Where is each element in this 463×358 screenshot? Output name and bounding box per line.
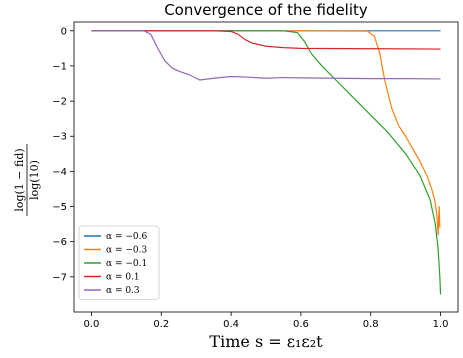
series-line-2 <box>91 30 442 295</box>
legend: α = −0.6 α = −0.3 α = −0.1 α = 0.1 α = 0.3 <box>78 225 160 300</box>
legend-box <box>78 225 160 300</box>
x-axis-label: Time s = ε₁ε₂t <box>209 332 323 351</box>
legend-label-4: α = 0.3 <box>106 286 140 296</box>
y-axis-label-denominator: log(10) <box>28 160 41 200</box>
chart-title: Convergence of the fidelity <box>164 1 368 19</box>
series-line-1 <box>91 30 441 236</box>
y-axis-label-numerator: log(1 − fid) <box>13 148 26 211</box>
legend-label-2: α = −0.1 <box>106 259 147 269</box>
y-tick-label: −2 <box>52 97 67 108</box>
x-tick-label: 0.2 <box>153 319 169 330</box>
y-tick-label: 0 <box>61 26 67 37</box>
plot-area <box>91 30 442 295</box>
series-line-3 <box>91 30 441 50</box>
axes-frame <box>73 21 459 313</box>
y-tick-label: −4 <box>52 167 67 178</box>
y-tick-label: −7 <box>52 272 67 283</box>
legend-label-0: α = −0.6 <box>106 232 147 242</box>
y-tick-label: −5 <box>52 202 67 213</box>
x-tick-label: 0.8 <box>363 319 379 330</box>
x-tick-label: 0.6 <box>293 319 309 330</box>
legend-label-1: α = −0.3 <box>106 246 147 256</box>
x-tick-label: 1.0 <box>433 319 449 330</box>
legend-label-3: α = 0.1 <box>106 273 140 283</box>
y-tick-label: −1 <box>52 61 67 72</box>
y-axis-label: log(1 − fid) log(10) <box>13 144 41 216</box>
y-tick-label: −3 <box>52 132 67 143</box>
x-tick-label: 0.0 <box>84 319 100 330</box>
series-line-4 <box>91 30 441 81</box>
x-tick-label: 0.4 <box>223 319 239 330</box>
y-tick-label: −6 <box>52 237 67 248</box>
axes: 0.0 0.2 0.4 0.6 0.8 1.0 0 −1 −2 −3 −4 −5 −6 −7 <box>52 21 459 330</box>
